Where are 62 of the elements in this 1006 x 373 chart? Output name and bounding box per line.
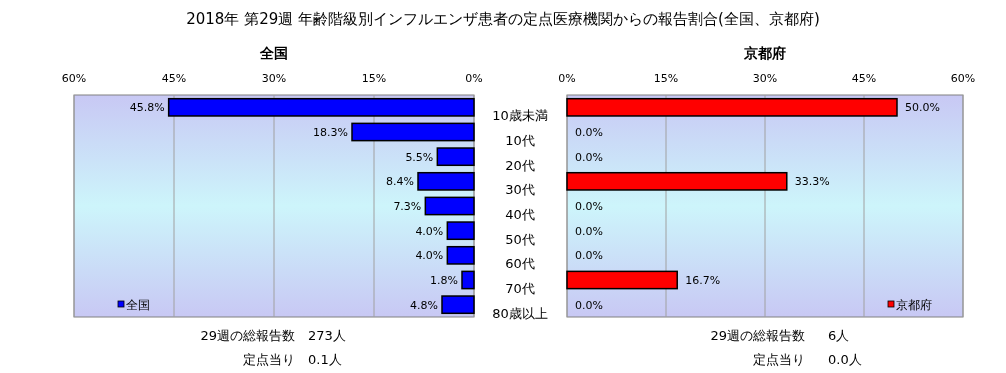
data-label: 45.8% bbox=[129, 101, 165, 115]
y-tick-label: 10歳未満 bbox=[492, 108, 548, 124]
data-label: 7.3% bbox=[393, 200, 422, 213]
data-label: 4.8% bbox=[410, 298, 438, 312]
text: 0.0人 bbox=[828, 352, 862, 367]
y-tick-label: 60代 bbox=[505, 256, 535, 272]
bar bbox=[461, 270, 475, 290]
text: 定点当り bbox=[753, 352, 805, 367]
text: 29週の総報告数 bbox=[710, 328, 805, 343]
y-tick-label: 30代 bbox=[505, 182, 535, 198]
text: 6人 bbox=[828, 328, 850, 343]
y-tick-label: 20代 bbox=[505, 157, 535, 173]
x-tick-label: 0% bbox=[558, 72, 576, 85]
bar bbox=[566, 97, 898, 117]
legend-label: 京都府 bbox=[896, 298, 932, 312]
y-tick-label: 10代 bbox=[505, 133, 535, 148]
chart-title: 2018年 第29週 年齢階級別インフルエンザ患者の定点医療機関からの報告割合(全国、京都府) bbox=[186, 10, 820, 28]
x-tick-label: 45% bbox=[851, 72, 877, 85]
x-tick-label: 30% bbox=[261, 72, 287, 85]
bar bbox=[566, 171, 788, 191]
bar bbox=[446, 245, 475, 265]
x-tick-label: 15% bbox=[653, 72, 679, 85]
legend-label: 全国 bbox=[126, 298, 150, 312]
data-label: 8.4% bbox=[386, 175, 414, 189]
data-label: 0.0% bbox=[575, 249, 603, 263]
data-label: 18.3% bbox=[313, 126, 348, 139]
text: 定点当り bbox=[243, 352, 295, 367]
chart-subtitle: 全国 bbox=[259, 45, 288, 61]
text: 0.1人 bbox=[308, 352, 342, 367]
data-label: 0.0% bbox=[575, 298, 603, 312]
text: 29週の総報告数 bbox=[200, 328, 295, 343]
bar bbox=[441, 295, 475, 315]
bar bbox=[446, 221, 475, 241]
bar bbox=[167, 97, 475, 117]
data-label: 16.7% bbox=[685, 274, 721, 287]
bar bbox=[351, 122, 475, 142]
data-label: 50.0% bbox=[905, 101, 940, 115]
data-label: 5.5% bbox=[405, 150, 434, 164]
data-label: 0.0% bbox=[575, 224, 603, 238]
bar bbox=[436, 147, 475, 167]
data-label: 1.8% bbox=[430, 274, 458, 287]
x-tick-label: 60% bbox=[61, 72, 87, 85]
y-tick-label: 50代 bbox=[505, 231, 535, 247]
chart-subtitle: 京都府 bbox=[743, 45, 786, 61]
x-tick-label: 45% bbox=[161, 72, 187, 85]
data-label: 4.0% bbox=[415, 249, 444, 263]
text: 273人 bbox=[308, 328, 346, 343]
x-tick-label: 60% bbox=[950, 72, 976, 85]
y-tick-label: 70代 bbox=[505, 281, 535, 296]
bar bbox=[417, 171, 475, 191]
bar bbox=[424, 196, 475, 216]
data-label: 0.0% bbox=[575, 150, 603, 164]
x-tick-label: 0% bbox=[465, 72, 483, 85]
data-label: 33.3% bbox=[794, 175, 830, 189]
data-label: 0.0% bbox=[575, 200, 603, 213]
bar bbox=[566, 270, 678, 290]
y-tick-label: 80歳以上 bbox=[492, 305, 548, 321]
x-tick-label: 15% bbox=[361, 72, 387, 85]
y-tick-label: 40代 bbox=[505, 207, 535, 222]
x-tick-label: 30% bbox=[752, 72, 778, 85]
data-label: 4.0% bbox=[415, 224, 444, 238]
data-label: 0.0% bbox=[575, 126, 603, 139]
